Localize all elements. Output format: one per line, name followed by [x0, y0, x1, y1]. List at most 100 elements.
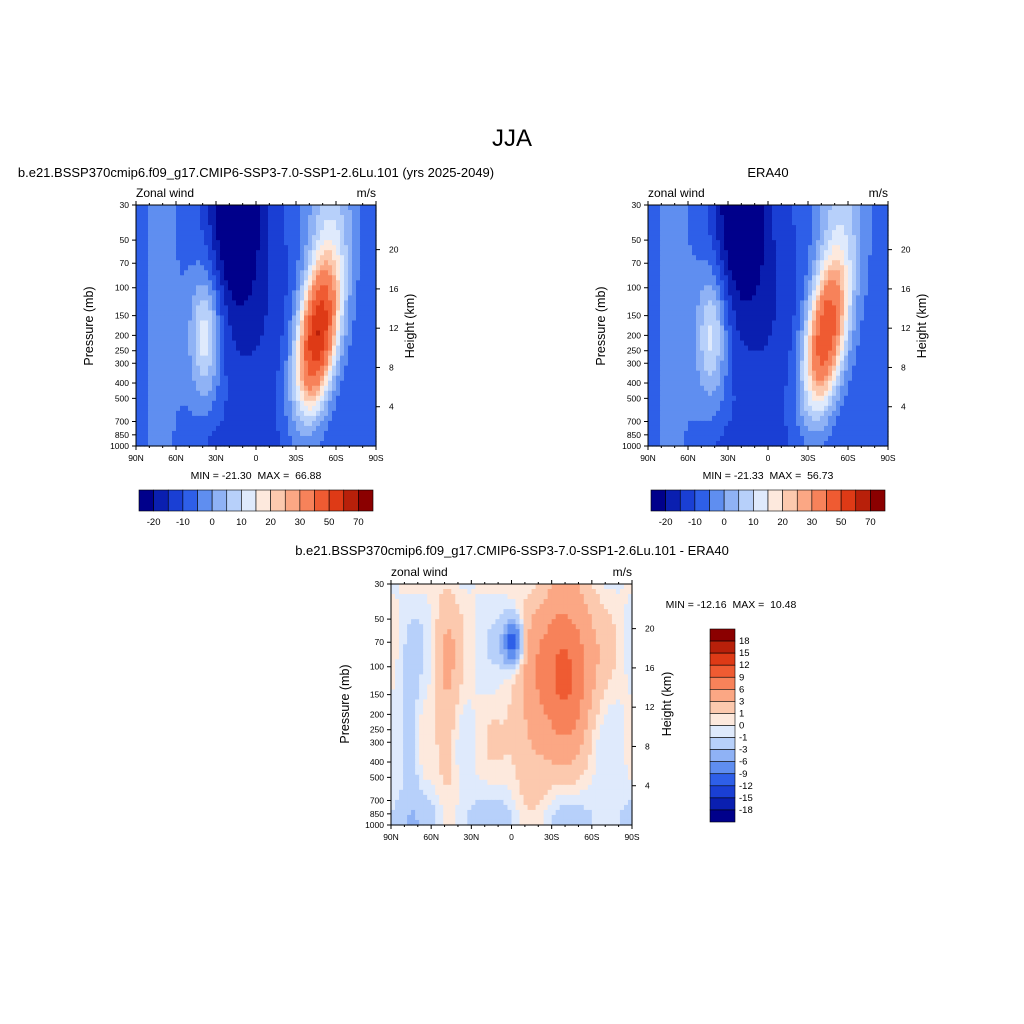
contour-cell	[232, 220, 237, 226]
contour-cell	[304, 280, 309, 286]
contour-cell	[780, 230, 785, 236]
contour-cell	[672, 260, 677, 266]
contour-cell	[340, 380, 345, 387]
contour-cell	[256, 420, 261, 427]
contour-cell	[800, 345, 805, 352]
contour-cell	[140, 360, 145, 367]
contour-cell	[372, 265, 377, 271]
contour-cell	[176, 390, 181, 397]
contour-cell	[708, 205, 713, 211]
contour-cell	[688, 240, 693, 246]
contour-cell	[336, 265, 341, 271]
contour-cell	[152, 240, 157, 246]
contour-cell	[284, 225, 289, 231]
contour-cell	[836, 295, 841, 301]
contour-cell	[264, 340, 269, 347]
contour-cell	[360, 435, 365, 442]
contour-cell	[260, 275, 265, 281]
contour-cell	[668, 235, 673, 241]
contour-cell	[800, 270, 805, 276]
panel-model-colorbar: -20 -10 0 10 20 30 50 70	[138, 489, 374, 528]
contour-cell	[372, 410, 377, 417]
contour-cell	[292, 290, 297, 296]
contour-cell	[164, 315, 169, 322]
contour-cell	[740, 240, 745, 246]
contour-cell	[244, 375, 249, 382]
contour-cell	[748, 310, 753, 317]
contour-cell	[244, 220, 249, 226]
contour-cell	[256, 350, 261, 357]
contour-cell	[868, 210, 873, 216]
contour-cell	[224, 205, 229, 211]
contour-cell	[836, 230, 841, 236]
contour-cell	[864, 255, 869, 261]
contour-cell	[200, 205, 205, 211]
contour-cell	[204, 260, 209, 266]
contour-cell	[344, 290, 349, 296]
contour-cell	[292, 265, 297, 271]
contour-cell	[316, 300, 321, 307]
contour-cell	[136, 360, 141, 367]
contour-cell	[372, 295, 377, 301]
contour-cell	[344, 240, 349, 246]
contour-cell	[212, 415, 217, 422]
contour-cell	[672, 355, 677, 362]
contour-cell	[156, 255, 161, 261]
contour-cell	[784, 315, 789, 322]
contour-cell	[688, 235, 693, 241]
contour-cell	[348, 270, 353, 276]
contour-cell	[344, 350, 349, 357]
contour-cell	[844, 205, 849, 211]
contour-cell	[668, 260, 673, 266]
contour-cell	[732, 205, 737, 211]
contour-cell	[348, 250, 353, 256]
contour-cell	[356, 425, 361, 432]
contour-cell	[244, 385, 249, 392]
contour-cell	[168, 205, 173, 211]
contour-cell	[320, 255, 325, 261]
contour-cell	[676, 310, 681, 317]
contour-cell	[164, 410, 169, 417]
contour-cell	[836, 330, 841, 337]
contour-cell	[220, 265, 225, 271]
contour-cell	[868, 305, 873, 312]
contour-cell	[824, 290, 829, 296]
contour-cell	[204, 305, 209, 312]
contour-cell	[648, 305, 653, 312]
contour-cell	[820, 230, 825, 236]
contour-cell	[796, 260, 801, 266]
contour-cell	[680, 205, 685, 211]
contour-cell	[324, 365, 329, 372]
contour-cell	[160, 335, 165, 342]
contour-cell	[760, 330, 765, 337]
contour-cell	[220, 210, 225, 216]
contour-cell	[340, 295, 345, 301]
contour-cell	[680, 360, 685, 367]
contour-cell	[368, 380, 373, 387]
contour-cell	[840, 310, 845, 317]
contour-cell	[872, 205, 877, 211]
contour-cell	[156, 430, 161, 437]
contour-cell	[368, 400, 373, 407]
contour-cell	[356, 350, 361, 357]
contour-cell	[864, 345, 869, 352]
contour-cell	[844, 365, 849, 372]
contour-cell	[300, 405, 305, 412]
contour-cell	[720, 250, 725, 256]
contour-cell	[200, 215, 205, 221]
contour-cell	[876, 220, 881, 226]
contour-cell	[304, 425, 309, 432]
contour-cell	[368, 230, 373, 236]
contour-cell	[700, 370, 705, 377]
contour-cell	[164, 305, 169, 312]
contour-cell	[172, 220, 177, 226]
contour-cell	[236, 320, 241, 327]
contour-cell	[252, 400, 257, 407]
contour-cell	[196, 350, 201, 357]
contour-cell	[288, 370, 293, 377]
contour-cell	[148, 340, 153, 347]
contour-cell	[152, 330, 157, 337]
contour-cell	[216, 345, 221, 352]
contour-cell	[248, 340, 253, 347]
contour-cell	[164, 295, 169, 301]
